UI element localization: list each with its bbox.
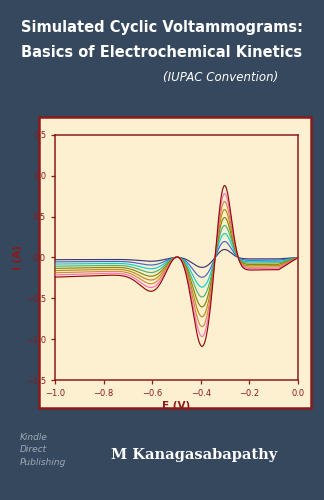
Bar: [39, 118, 311, 408]
Text: Simulated Cyclic Voltammograms:: Simulated Cyclic Voltammograms:: [21, 20, 303, 35]
Text: Basics of Electrochemical Kinetics: Basics of Electrochemical Kinetics: [21, 45, 303, 60]
Text: M Kanagasabapathy: M Kanagasabapathy: [111, 448, 278, 462]
Text: (IUPAC Convention): (IUPAC Convention): [163, 71, 278, 84]
X-axis label: E (V): E (V): [162, 401, 191, 411]
Y-axis label: I (A): I (A): [13, 245, 23, 270]
Text: Kindle
Direct
Publishing: Kindle Direct Publishing: [19, 433, 66, 467]
